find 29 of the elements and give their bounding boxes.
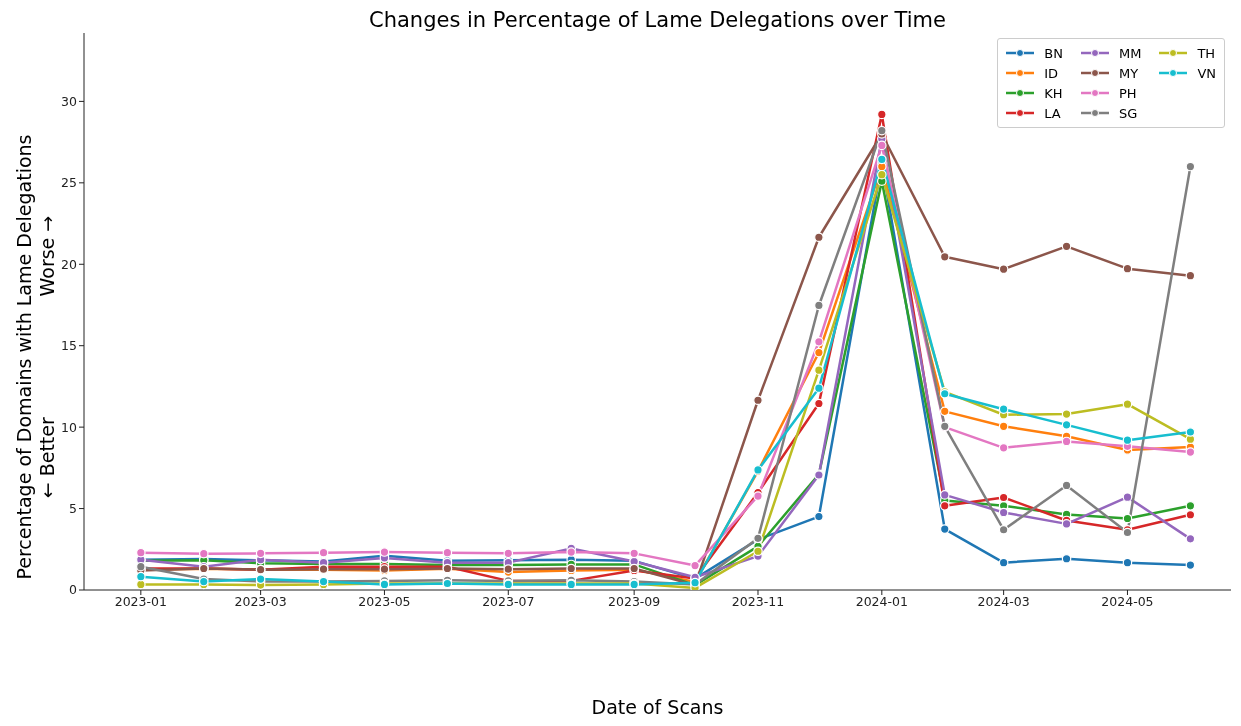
x-tick-label: 2023-03 — [234, 593, 287, 609]
legend-label: ID — [1044, 65, 1059, 81]
x-tick-label: 2023-11 — [731, 593, 785, 609]
x-axis-title: Date of Scans — [590, 696, 725, 718]
chart-title: Changes in Percentage of Lame Delegations over Time — [368, 8, 947, 32]
legend-label: PH — [1118, 85, 1137, 101]
y-tick-label: 5 — [69, 501, 77, 516]
y-tick-label: 10 — [61, 419, 78, 435]
y-tick-label: 15 — [61, 338, 77, 354]
x-tick-label: 2024-05 — [1101, 593, 1154, 609]
y-tick-label: 25 — [61, 175, 77, 191]
y-tick-label: 30 — [61, 93, 78, 109]
legend-label: BN — [1044, 45, 1063, 61]
x-tick-label: 2023-09 — [608, 593, 661, 609]
legend-label: VN — [1197, 65, 1216, 81]
x-tick-label: 2023-01 — [114, 593, 167, 609]
legend-label: MY — [1118, 65, 1139, 81]
x-tick-label: 2023-05 — [358, 593, 411, 609]
x-tick-label: 2024-01 — [855, 593, 908, 609]
legend-label: SG — [1118, 105, 1138, 121]
legend-label: LA — [1044, 105, 1061, 121]
y-tick-label: 0 — [69, 582, 78, 598]
y-axis-title: Percentage of Domains with Lame Delegations ← Better Worse → — [13, 133, 59, 580]
x-tick-label: 2023-07 — [482, 593, 535, 609]
x-tick-label: 2024-03 — [977, 593, 1030, 609]
y-tick-label: 20 — [61, 256, 78, 272]
legend-label: KH — [1044, 85, 1063, 101]
legend-label: TH — [1197, 45, 1216, 61]
legend-label: MM — [1118, 45, 1142, 61]
